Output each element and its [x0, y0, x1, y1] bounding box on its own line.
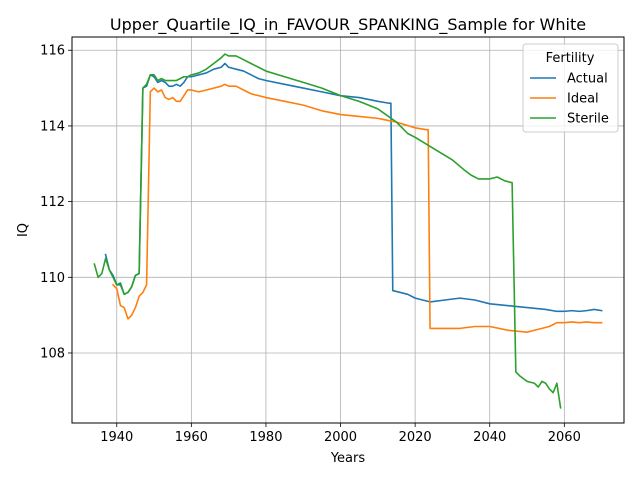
series-line-sterile: [93, 53, 562, 409]
y-axis-ticks: 108 110 112 114 116: [40, 44, 72, 361]
x-tick-label: 1960: [175, 430, 208, 445]
legend-label-actual: Actual: [567, 72, 608, 87]
chart-title: Upper_Quartile_IQ_in_FAVOUR_SPANKING_Sam…: [110, 15, 586, 35]
x-axis-label: Years: [330, 451, 366, 466]
y-tick-label: 114: [40, 119, 65, 134]
y-axis-label: IQ: [16, 223, 31, 237]
x-tick-label: 2060: [548, 430, 581, 445]
y-tick-label: 112: [40, 195, 65, 210]
series-lines: [93, 53, 603, 409]
x-tick-label: 2040: [473, 430, 506, 445]
legend-label-sterile: Sterile: [567, 112, 609, 127]
y-tick-label: 116: [40, 44, 65, 59]
series-line-ideal: [111, 83, 603, 333]
x-tick-label: 2020: [399, 430, 432, 445]
legend-label-ideal: Ideal: [567, 92, 599, 107]
legend-frame: [522, 43, 619, 133]
x-tick-label: 1940: [100, 430, 133, 445]
legend-title: Fertility: [546, 51, 595, 66]
legend-entries: Actual Ideal Sterile: [530, 72, 609, 127]
x-axis-ticks: 1940 1960 1980 2000 2020 2040 2060: [100, 423, 581, 445]
x-tick-label: 1980: [249, 430, 282, 445]
x-tick-label: 2000: [324, 430, 357, 445]
plot-frame: [71, 36, 625, 424]
y-tick-label: 110: [40, 271, 65, 286]
legend: Fertility Actual Ideal Sterile: [522, 43, 619, 133]
y-tick-label: 108: [40, 346, 65, 361]
